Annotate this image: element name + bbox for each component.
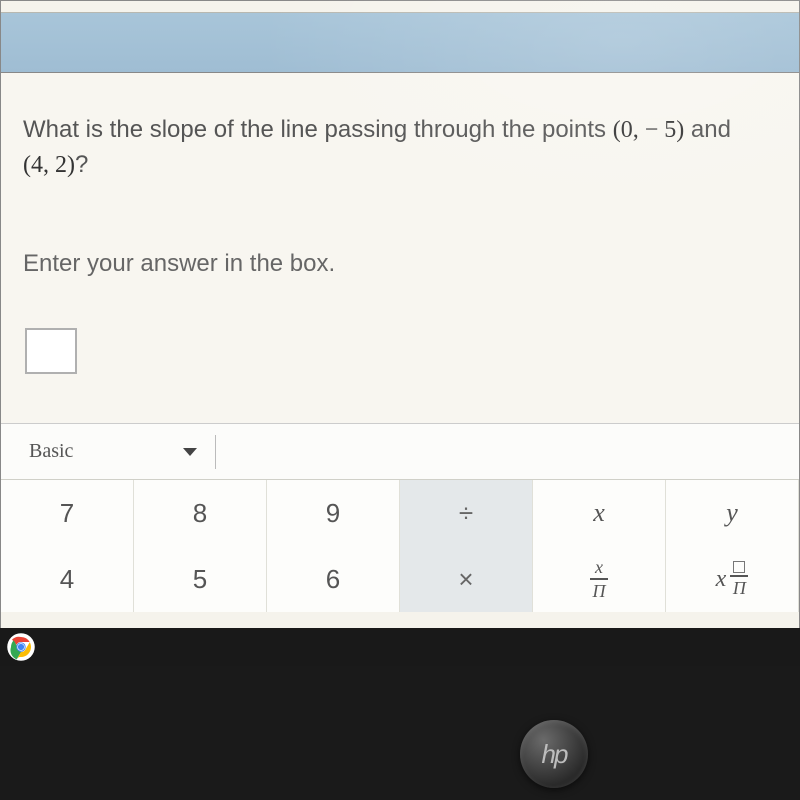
question-point2: (4, 2) — [23, 152, 75, 178]
question-panel: What is the slope of the line passing th… — [1, 73, 799, 423]
window-top-strip — [1, 1, 799, 13]
header-bar — [1, 13, 799, 73]
key-5[interactable]: 5 — [134, 546, 267, 612]
key-divide[interactable]: ÷ — [400, 480, 533, 546]
app-window: What is the slope of the line passing th… — [0, 0, 800, 660]
keypad-row-1: 7 8 9 ÷ x y — [1, 480, 799, 546]
question-mid: and — [684, 116, 731, 143]
hp-logo-text: hp — [542, 739, 567, 770]
question-point1: (0, − 5) — [613, 117, 685, 143]
key-6[interactable]: 6 — [267, 546, 400, 612]
keypad-mode-row: Basic — [1, 424, 799, 480]
key-mixed-fraction[interactable]: x Π — [666, 546, 799, 612]
keypad-rows: 7 8 9 ÷ x y 4 5 6 × x Π — [1, 480, 799, 612]
key-7[interactable]: 7 — [1, 480, 134, 546]
keypad-mode-label: Basic — [29, 440, 73, 463]
key-y[interactable]: y — [666, 480, 799, 546]
key-8[interactable]: 8 — [134, 480, 267, 546]
question-prefix: What is the slope of the line passing th… — [23, 116, 613, 143]
fraction-icon: x Π — [590, 558, 608, 600]
question-suffix: ? — [75, 151, 88, 178]
key-fraction[interactable]: x Π — [533, 546, 666, 612]
keypad-row-2: 4 5 6 × x Π x — [1, 546, 799, 612]
question-text: What is the slope of the line passing th… — [23, 113, 777, 182]
instruction-text: Enter your answer in the box. — [23, 250, 777, 278]
taskbar — [0, 628, 800, 666]
keypad: Basic 7 8 9 ÷ x y 4 5 6 × x — [1, 423, 799, 612]
chrome-icon[interactable] — [6, 632, 36, 662]
key-x[interactable]: x — [533, 480, 666, 546]
hp-logo: hp — [520, 720, 588, 788]
answer-input[interactable] — [25, 328, 77, 374]
key-9[interactable]: 9 — [267, 480, 400, 546]
key-4[interactable]: 4 — [1, 546, 134, 612]
chevron-down-icon[interactable] — [183, 448, 197, 456]
key-multiply[interactable]: × — [400, 546, 533, 612]
mixed-fraction-icon: x Π — [716, 561, 749, 597]
mode-divider — [215, 435, 216, 469]
